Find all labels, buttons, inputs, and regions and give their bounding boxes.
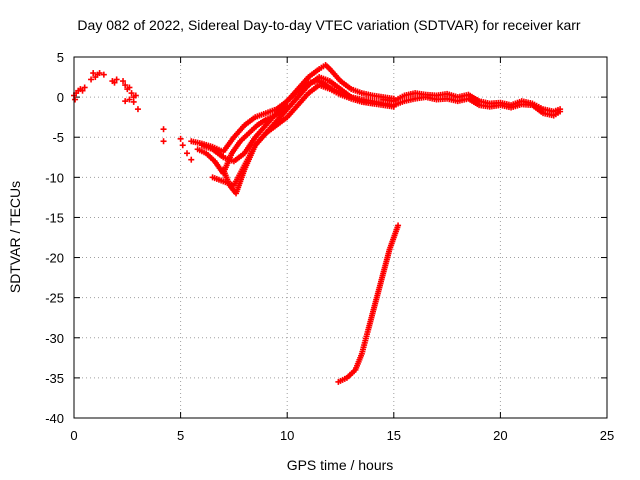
plot-frame: [73, 56, 608, 419]
data-point: [369, 100, 376, 107]
y-tick-label: -40: [45, 411, 64, 426]
data-point: [126, 84, 133, 91]
data-point: [96, 70, 103, 77]
data-point: [88, 76, 95, 83]
data-point: [160, 126, 167, 133]
x-tick-label: 20: [493, 428, 507, 443]
data-points: [71, 62, 564, 385]
data-point: [90, 70, 97, 77]
y-axis-label: SDTVAR / TECUs: [7, 181, 23, 293]
y-tick-label: -35: [45, 371, 64, 386]
data-point: [284, 103, 291, 110]
data-point: [126, 96, 133, 103]
chart-title: Day 082 of 2022, Sidereal Day-to-day VTE…: [77, 17, 580, 33]
data-point: [72, 96, 79, 103]
axis-ticks: 0 5 10 15 20 25 5 0 -5 -10 -15 -20 -25 -30 -35 -40: [45, 50, 614, 443]
data-point: [128, 90, 135, 97]
data-point: [81, 84, 88, 91]
data-point: [130, 98, 137, 105]
data-point: [134, 106, 141, 113]
y-tick-label: -5: [52, 130, 64, 145]
y-tick-label: -20: [45, 251, 64, 266]
x-tick-label: 0: [70, 428, 77, 443]
data-point: [113, 76, 120, 83]
y-tick-label: -15: [45, 210, 64, 225]
y-tick-label: 0: [57, 90, 64, 105]
y-tick-label: 5: [57, 50, 64, 65]
x-tick-label: 25: [600, 428, 614, 443]
y-tick-label: -25: [45, 291, 64, 306]
data-point: [188, 156, 195, 163]
y-tick-label: -30: [45, 331, 64, 346]
data-point: [557, 108, 564, 115]
data-point: [160, 138, 167, 145]
data-point: [132, 92, 139, 99]
data-point: [100, 71, 107, 78]
data-point: [395, 222, 402, 229]
y-tick-label: -10: [45, 170, 64, 185]
data-point: [120, 78, 127, 85]
data-point: [122, 98, 129, 105]
x-axis-label: GPS time / hours: [287, 457, 394, 473]
data-point: [122, 82, 129, 89]
data-point: [183, 150, 190, 157]
x-tick-label: 15: [387, 428, 401, 443]
data-point: [179, 142, 186, 149]
x-tick-label: 10: [280, 428, 294, 443]
data-point: [79, 87, 86, 94]
x-tick-label: 5: [177, 428, 184, 443]
data-point: [177, 135, 184, 142]
grid-lines: [74, 57, 607, 418]
data-point: [111, 79, 118, 86]
